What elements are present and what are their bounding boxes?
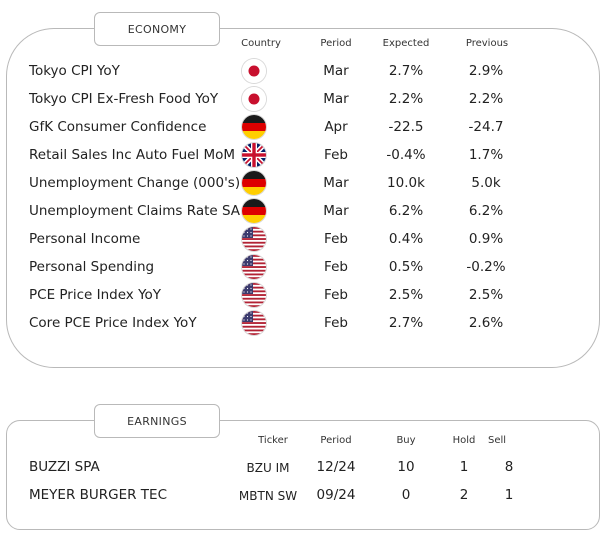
- buy-value: 10: [397, 459, 415, 475]
- event-name: Retail Sales Inc Auto Fuel MoM: [29, 147, 236, 163]
- expected-value: -0.4%: [386, 147, 426, 163]
- previous-value: 5.0k: [471, 175, 501, 191]
- ticker-value: BZU IM: [246, 461, 290, 475]
- expected-value: 2.7%: [388, 315, 424, 331]
- earnings-panel: [6, 420, 600, 530]
- expected-value: 10.0k: [387, 175, 425, 191]
- previous-value: 2.2%: [468, 91, 504, 107]
- event-name: GfK Consumer Confidence: [29, 119, 207, 135]
- sell-value: 8: [504, 459, 514, 475]
- previous-value: 1.7%: [468, 147, 504, 163]
- event-name: Tokyo CPI Ex-Fresh Food YoY: [29, 91, 219, 107]
- economy-header-period: Period: [320, 38, 352, 49]
- earnings-header-period: Period: [320, 435, 352, 446]
- uk-flag-icon: [242, 143, 266, 167]
- event-name: Unemployment Change (000's): [29, 175, 241, 191]
- earnings-tab[interactable]: EARNINGS: [94, 404, 220, 438]
- company-name: BUZZI SPA: [29, 459, 100, 475]
- usa-flag-icon: [242, 227, 266, 251]
- period-value: Feb: [324, 147, 348, 163]
- expected-value: 6.2%: [388, 203, 424, 219]
- previous-value: 2.5%: [468, 287, 504, 303]
- expected-value: 0.4%: [388, 231, 424, 247]
- period-value: Mar: [323, 91, 349, 107]
- period-value: Apr: [324, 119, 348, 135]
- germany-flag-icon: [242, 171, 266, 195]
- period-value: Mar: [323, 203, 349, 219]
- period-value: Feb: [324, 315, 348, 331]
- previous-value: 0.9%: [468, 231, 504, 247]
- expected-value: 2.5%: [388, 287, 424, 303]
- ticker-value: MBTN SW: [238, 489, 298, 503]
- period-value: 12/24: [316, 459, 356, 475]
- economy-tab[interactable]: ECONOMY: [94, 12, 220, 46]
- period-value: 09/24: [316, 487, 356, 503]
- period-value: Feb: [324, 231, 348, 247]
- expected-value: 2.2%: [388, 91, 424, 107]
- event-name: Personal Income: [29, 231, 141, 247]
- earnings-header-buy: Buy: [396, 435, 416, 446]
- previous-value: 2.9%: [468, 63, 504, 79]
- usa-flag-icon: [242, 255, 266, 279]
- japan-flag-icon: [242, 59, 266, 83]
- previous-value: 2.6%: [468, 315, 504, 331]
- japan-flag-icon: [242, 87, 266, 111]
- previous-value: 6.2%: [468, 203, 504, 219]
- hold-value: 1: [459, 459, 469, 475]
- event-name: Personal Spending: [29, 259, 155, 275]
- event-name: PCE Price Index YoY: [29, 287, 162, 303]
- period-value: Mar: [323, 175, 349, 191]
- expected-value: 2.7%: [388, 63, 424, 79]
- usa-flag-icon: [242, 311, 266, 335]
- hold-value: 2: [459, 487, 469, 503]
- event-name: Tokyo CPI YoY: [29, 63, 120, 79]
- germany-flag-icon: [242, 199, 266, 223]
- earnings-header-ticker: Ticker: [258, 435, 288, 446]
- period-value: Feb: [324, 259, 348, 275]
- event-name: Unemployment Claims Rate SA: [29, 203, 241, 219]
- sell-value: 1: [504, 487, 514, 503]
- economy-panel: [6, 28, 600, 368]
- expected-value: 0.5%: [388, 259, 424, 275]
- economy-header-previous: Previous: [465, 38, 509, 49]
- earnings-header-sell: Sell: [487, 435, 507, 446]
- previous-value: -24.7: [468, 119, 504, 135]
- event-name: Core PCE Price Index YoY: [29, 315, 197, 331]
- economy-header-country: Country: [241, 38, 281, 49]
- period-value: Mar: [323, 63, 349, 79]
- period-value: Feb: [324, 287, 348, 303]
- previous-value: -0.2%: [466, 259, 506, 275]
- expected-value: -22.5: [388, 119, 424, 135]
- germany-flag-icon: [242, 115, 266, 139]
- company-name: MEYER BURGER TEC: [29, 487, 168, 503]
- buy-value: 0: [401, 487, 411, 503]
- earnings-header-hold: Hold: [452, 435, 476, 446]
- economy-header-expected: Expected: [382, 38, 430, 49]
- usa-flag-icon: [242, 283, 266, 307]
